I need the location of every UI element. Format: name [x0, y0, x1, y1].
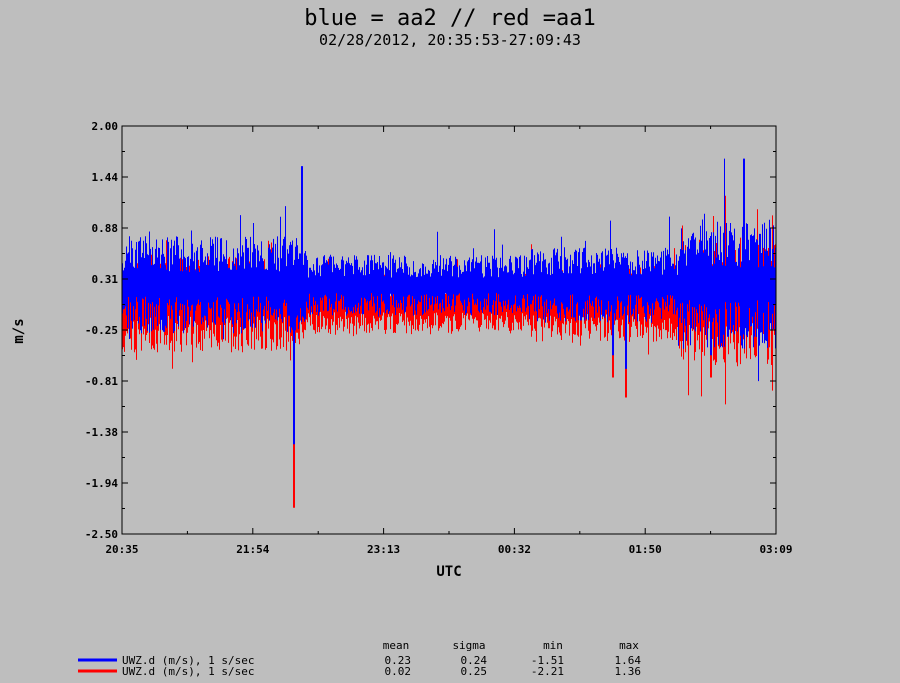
legend-label-red: UWZ.d (m/s), 1 s/sec	[122, 665, 254, 678]
legend-sigma-red: 0.25	[461, 665, 488, 678]
legend-header-sigma: sigma	[452, 639, 485, 652]
y-tick-label: 0.31	[92, 273, 119, 286]
x-axis: 20:35 21:54 23:13 00:32 01:50 03:09	[105, 126, 793, 556]
x-tick-label: 21:54	[236, 543, 269, 556]
series-red-group	[122, 184, 776, 508]
x-axis-label: UTC	[436, 564, 461, 580]
x-tick-label: 20:35	[105, 543, 138, 556]
legend-max-red: 1.36	[615, 665, 642, 678]
x-tick-label: 03:09	[759, 543, 792, 556]
y-tick-label: 2.00	[92, 120, 119, 133]
legend-sigma-blue: 0.24	[461, 654, 488, 667]
y-tick-label: 0.88	[92, 222, 119, 235]
y-axis-label: m/s	[11, 318, 27, 343]
legend-label-blue: UWZ.d (m/s), 1 s/sec	[122, 654, 254, 667]
y-tick-label: -2.50	[85, 528, 118, 541]
x-tick-label: 01:50	[629, 543, 662, 556]
legend-min-blue: -1.51	[531, 654, 564, 667]
legend-header-mean: mean	[383, 639, 410, 652]
y-axis: 2.00 1.44 0.88 0.31 -0.25 -0.81 -1.38 -1.94 -2.5…	[85, 120, 776, 541]
series-blue-group	[122, 158, 776, 445]
y-tick-label: -1.94	[85, 477, 118, 490]
x-tick-label: 23:13	[367, 543, 400, 556]
chart-title: blue = aa2 // red =aa1	[304, 6, 595, 31]
series-trace	[122, 158, 776, 445]
legend-header-min: min	[543, 639, 563, 652]
legend-min-red: -2.21	[531, 665, 564, 678]
legend-mean-red: 0.02	[385, 665, 412, 678]
legend-mean-blue: 0.23	[385, 654, 412, 667]
series-trace	[122, 184, 776, 508]
y-tick-label: -0.25	[85, 324, 118, 337]
chart-subtitle: 02/28/2012, 20:35:53-27:09:43	[319, 31, 581, 49]
legend: mean sigma min max UWZ.d (m/s), 1 s/sec …	[78, 639, 641, 678]
y-tick-label: -1.38	[85, 426, 118, 439]
legend-header-max: max	[619, 639, 639, 652]
y-tick-label: 1.44	[92, 171, 119, 184]
legend-max-blue: 1.64	[615, 654, 642, 667]
y-tick-label: -0.81	[85, 375, 118, 388]
x-tick-label: 00:32	[498, 543, 531, 556]
